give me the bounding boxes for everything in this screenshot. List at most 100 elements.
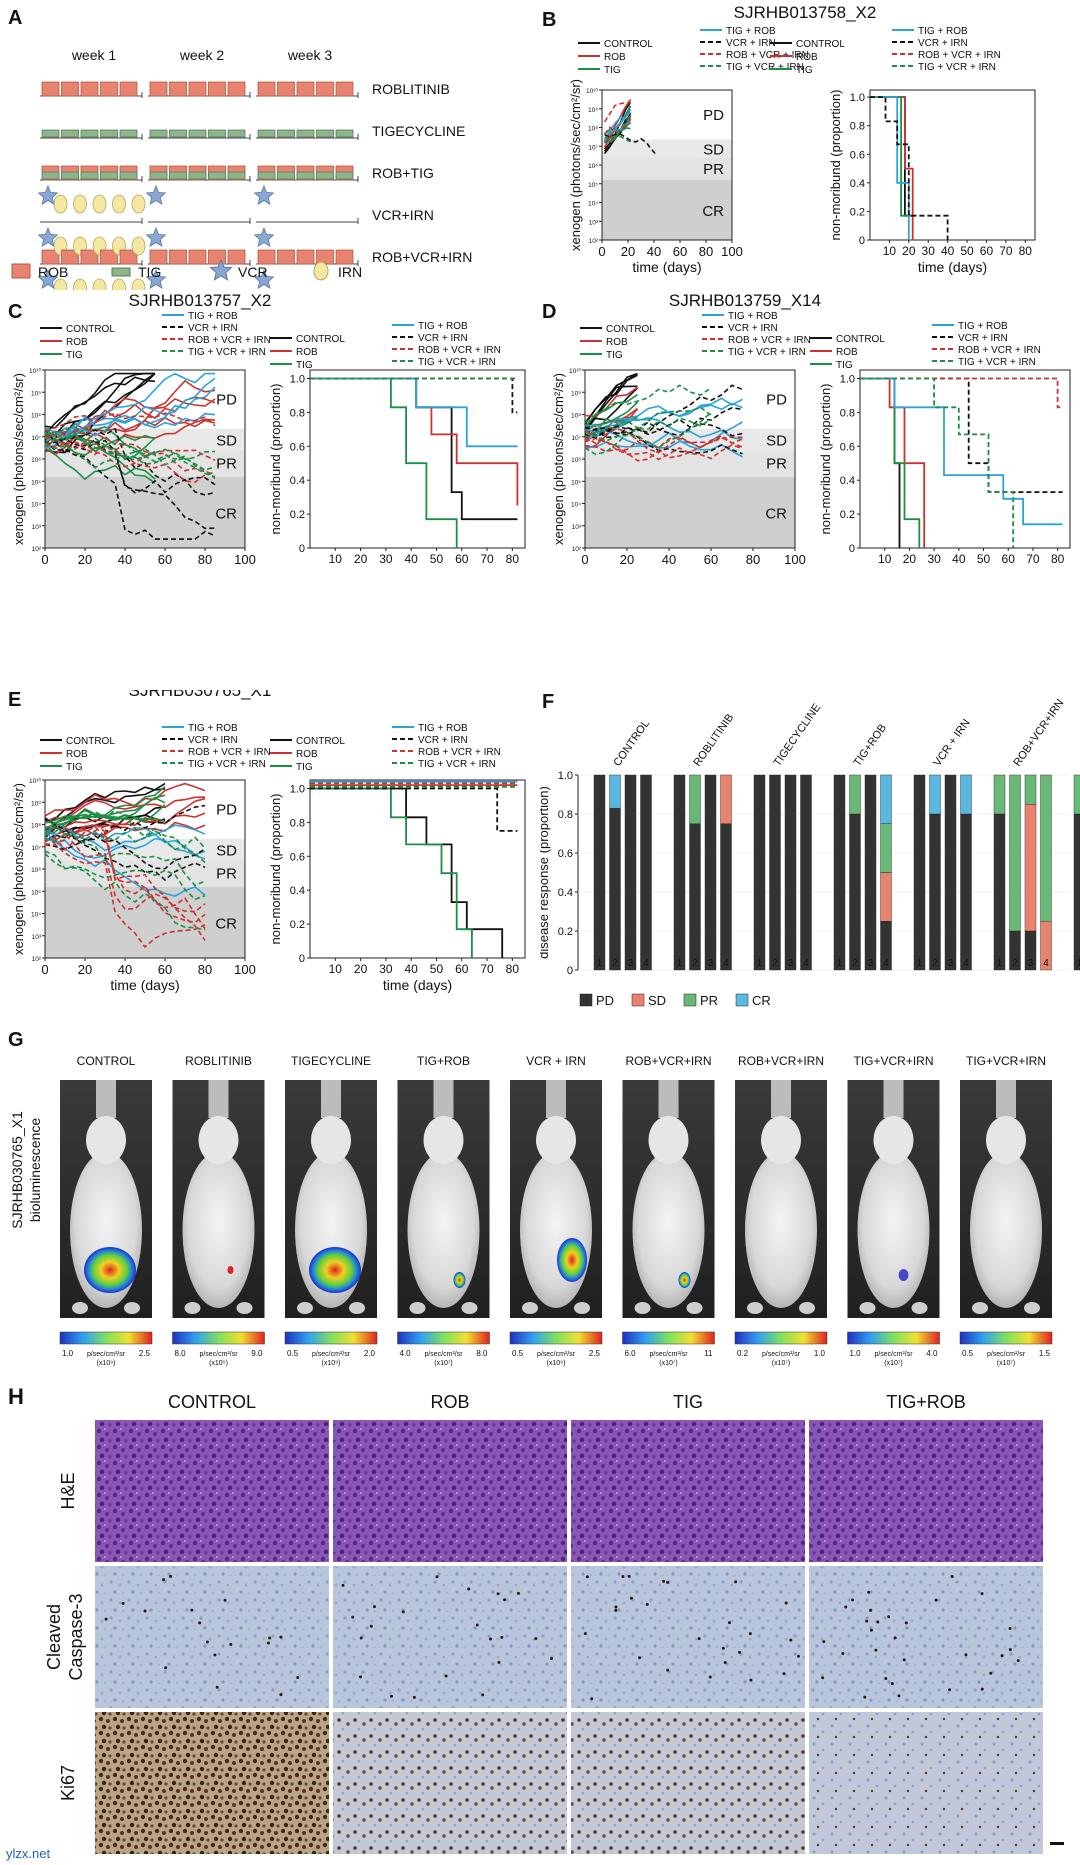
y-tick-label: 10⁷ xyxy=(571,435,581,442)
histology-tile xyxy=(95,1566,329,1708)
y-tick-label: 1.0 xyxy=(840,373,855,385)
x-tick-label: 30 xyxy=(379,552,393,566)
legend-label: TIG + ROB xyxy=(728,311,778,322)
y-tick-label: 0 xyxy=(567,965,573,977)
y-tick-label: 0.4 xyxy=(850,178,865,190)
growth-curve xyxy=(44,785,166,824)
tig-block-icon xyxy=(149,129,168,138)
legend-swatch xyxy=(579,993,593,1007)
rob-block-icon xyxy=(100,249,118,265)
sd-zone xyxy=(585,428,795,451)
column-label: TIG+ROB xyxy=(886,1392,966,1412)
growth-curve xyxy=(44,832,206,887)
apoptotic-cell xyxy=(500,1635,504,1639)
y-tick-label: 0.8 xyxy=(850,121,865,133)
legend-label: ROB xyxy=(38,264,68,280)
zone-label: SD xyxy=(703,142,724,159)
mouse-head xyxy=(198,1116,239,1164)
response-bar-pd xyxy=(960,813,972,971)
apoptotic-cell xyxy=(727,1621,731,1625)
y-axis-label: non-moribund (proportion) xyxy=(268,383,283,534)
panel-letter: F xyxy=(542,691,554,713)
zone-label: SD xyxy=(216,842,237,859)
tumor-signal xyxy=(557,1238,587,1282)
scale-max: 1.5 xyxy=(1039,1349,1051,1358)
legend-label: ROB + VCR + IRN xyxy=(918,50,1001,61)
mouse-head xyxy=(761,1116,801,1164)
x-tick-label: 40 xyxy=(952,552,966,566)
x-tick-label: 60 xyxy=(673,244,687,259)
apoptotic-cell xyxy=(851,1598,855,1602)
growth-curve xyxy=(44,850,206,901)
scale-exponent: (x10⁷) xyxy=(772,1360,790,1367)
irn-oval-icon xyxy=(53,278,68,290)
apoptotic-cell xyxy=(863,1695,867,1699)
legend-label: ROB + VCR + IRN xyxy=(418,345,501,356)
week-label: week 1 xyxy=(71,47,117,63)
y-tick-label: 0.6 xyxy=(290,851,305,863)
response-bar-pr xyxy=(689,774,701,824)
rob-block-icon xyxy=(41,249,60,265)
legend-label: TIG xyxy=(606,350,623,361)
survival-series-line xyxy=(870,96,914,240)
legend-label: TIG + ROB xyxy=(918,26,968,37)
growth-curve xyxy=(44,427,216,486)
apoptotic-cell xyxy=(369,1624,373,1628)
x-tick-label: 80 xyxy=(699,244,713,259)
y-tick-label: 10² xyxy=(572,546,582,553)
x-tick-label: 0 xyxy=(41,552,48,567)
nose-cone xyxy=(771,1080,791,1118)
y-tick-label: 0.4 xyxy=(290,475,305,487)
x-tick-label: 20 xyxy=(620,552,634,567)
legend-label: ROB + VCR + IRN xyxy=(188,747,271,758)
schedule-row xyxy=(37,184,359,224)
schedule-label: TIGECYCLINE xyxy=(372,123,465,139)
histology-tile xyxy=(571,1712,805,1854)
rob-block-icon xyxy=(257,249,276,265)
schedule-label: ROB+TIG xyxy=(372,165,434,181)
histology-tile xyxy=(95,1712,329,1854)
scale-min: 0.5 xyxy=(287,1349,299,1358)
growth-curve xyxy=(44,822,206,930)
vcr-star-icon xyxy=(253,268,275,289)
x-tick-label: 70 xyxy=(1026,552,1040,566)
rob-block-icon xyxy=(61,81,79,97)
legend-label: TIG xyxy=(66,350,83,361)
apoptotic-cell xyxy=(467,1587,471,1591)
growth-curve xyxy=(44,804,206,851)
legend-label: CONTROL xyxy=(796,39,845,50)
irn-oval-icon xyxy=(92,278,107,290)
survival-series-line xyxy=(860,377,926,548)
scale-min: 4.0 xyxy=(400,1349,412,1358)
treatment-schedule-diagram: A week 1 week 2 week 3 ROBLITINIB TIGECYCLI… xyxy=(8,7,472,290)
y-tick-label: 10⁵ xyxy=(31,889,41,896)
apoptotic-cell xyxy=(734,1580,738,1584)
growth-curve xyxy=(44,843,206,949)
mouse-foot xyxy=(686,1302,703,1314)
x-tick-label: 50 xyxy=(977,552,991,566)
scale-unit: p/sec/cm²/sr xyxy=(762,1351,801,1358)
growth-curve xyxy=(603,111,632,141)
y-tick-label: 0.4 xyxy=(290,885,305,897)
growth-curve xyxy=(44,440,216,540)
growth-curve xyxy=(584,421,743,437)
schedule-label: VCR+IRN xyxy=(372,207,434,223)
growth-curve xyxy=(584,406,712,437)
apoptotic-cell xyxy=(887,1615,891,1619)
scale-unit: p/sec/cm²/sr xyxy=(199,1351,238,1358)
tumor-signal xyxy=(898,1269,909,1281)
x-axis-label: time (days) xyxy=(632,259,701,275)
apoptotic-cell xyxy=(874,1648,878,1652)
rob-block-icon xyxy=(277,249,295,265)
response-bar-cr xyxy=(880,774,892,824)
apoptotic-cell xyxy=(890,1682,894,1686)
apoptotic-cell xyxy=(104,1617,108,1621)
x-tick-label: 30 xyxy=(379,962,393,976)
scale-exponent: (x10⁹) xyxy=(322,1360,341,1367)
color-scale-bar xyxy=(959,1331,1053,1345)
legend-label: TIG + VCR + IRN xyxy=(726,62,804,73)
growth-curve xyxy=(584,374,638,424)
x-axis-label: time (days) xyxy=(918,259,987,275)
apoptotic-cell xyxy=(1000,1654,1004,1658)
rob-block-icon xyxy=(100,81,118,97)
